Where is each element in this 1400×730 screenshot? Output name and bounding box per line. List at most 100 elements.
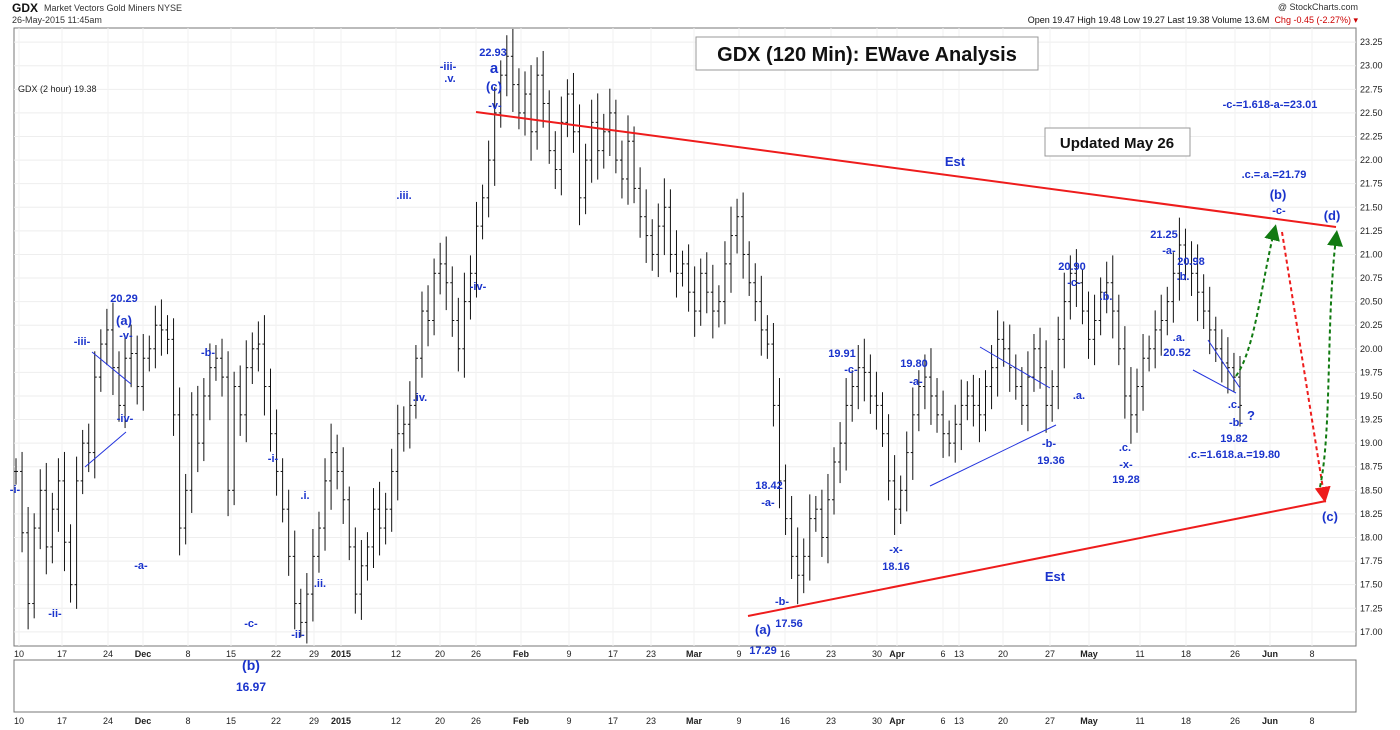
y-tick-label: 18.25 bbox=[1360, 509, 1383, 519]
x-tick-label: 29 bbox=[309, 649, 319, 659]
wave-label: (d) bbox=[1324, 208, 1341, 223]
y-tick-label: 18.50 bbox=[1360, 485, 1383, 495]
wave-label: -i- bbox=[10, 484, 21, 496]
x-axis: 10 17 24 Dec 8 15 22 29 2015 12 20 26 Feb 9 17 23 Mar 9 16… bbox=[14, 649, 1315, 659]
wave-label: 20.98 bbox=[1177, 256, 1205, 268]
wave-label: 18.16 bbox=[882, 561, 910, 573]
wave-label: -v- bbox=[488, 100, 502, 112]
x-tick-label: 20 bbox=[435, 716, 445, 726]
x-tick-label: 23 bbox=[646, 649, 656, 659]
wave-label: -a- bbox=[134, 560, 148, 572]
wave-label: -b- bbox=[1042, 438, 1056, 450]
wave-label: -x- bbox=[889, 544, 903, 556]
x-tick-label: 26 bbox=[1230, 716, 1240, 726]
x-tick-label: 17 bbox=[57, 716, 67, 726]
y-tick-label: 19.75 bbox=[1360, 367, 1383, 377]
wave-label: -b- bbox=[201, 347, 215, 359]
y-tick-label: 20.75 bbox=[1360, 273, 1383, 283]
x-tick-label: Apr bbox=[889, 716, 905, 726]
x-tick-label: Dec bbox=[135, 716, 152, 726]
y-tick-label: 21.50 bbox=[1360, 202, 1383, 212]
y-tick-label: 21.75 bbox=[1360, 179, 1383, 189]
chart-subtitle: Updated May 26 bbox=[1060, 135, 1174, 152]
wave-label: a bbox=[490, 60, 499, 77]
x-tick-label: 15 bbox=[226, 716, 236, 726]
x-tick-label: Mar bbox=[686, 649, 703, 659]
x-tick-label: 23 bbox=[826, 716, 836, 726]
y-tick-label: 17.25 bbox=[1360, 603, 1383, 613]
x-tick-label: 23 bbox=[646, 716, 656, 726]
symbol: GDX bbox=[12, 1, 39, 15]
wave-label: Est bbox=[1045, 569, 1066, 584]
wave-label: -c- bbox=[1067, 277, 1081, 289]
grid bbox=[14, 28, 1356, 646]
x-tick-label: 8 bbox=[185, 716, 190, 726]
wave-label: -x- bbox=[1119, 459, 1133, 471]
wave-label: 20.29 bbox=[110, 293, 138, 305]
y-tick-label: 23.00 bbox=[1360, 61, 1383, 71]
x-tick-label: 26 bbox=[471, 649, 481, 659]
x-tick-label: 30 bbox=[872, 716, 882, 726]
x-tick-label: 10 bbox=[14, 649, 24, 659]
x-tick-label: 6 bbox=[940, 716, 945, 726]
lower-channel-line bbox=[747, 500, 1327, 617]
triangle-line bbox=[979, 346, 1051, 389]
wave-label: .a. bbox=[1173, 332, 1185, 344]
wave-label: ? bbox=[1247, 408, 1255, 423]
y-tick-label: 17.75 bbox=[1360, 556, 1383, 566]
wave-label: -v- bbox=[119, 330, 133, 342]
wave-label: -ii- bbox=[291, 629, 305, 641]
triangle-line bbox=[1192, 369, 1237, 394]
triangle-line bbox=[84, 431, 127, 468]
x-tick-label: 9 bbox=[566, 649, 571, 659]
wave-label: 18.42 bbox=[755, 480, 783, 492]
x-tick-label: 13 bbox=[954, 649, 964, 659]
wave-label: -c- bbox=[244, 618, 258, 630]
wave-label: .iv. bbox=[413, 392, 427, 404]
volume-frame bbox=[13, 659, 1357, 713]
chart-title: GDX (120 Min): EWave Analysis bbox=[717, 44, 1017, 66]
wave-label: -ii- bbox=[48, 608, 62, 620]
x-tick-label: 26 bbox=[471, 716, 481, 726]
x-tick-label: 6 bbox=[940, 649, 945, 659]
x-tick-label: 9 bbox=[566, 716, 571, 726]
x-tick-label: 27 bbox=[1045, 716, 1055, 726]
quote-change: Chg -0.45 (-2.27%) ▾ bbox=[1274, 15, 1358, 25]
x-tick-label: 8 bbox=[1309, 649, 1314, 659]
wave-label: Est bbox=[945, 154, 966, 169]
x-tick-label: 11 bbox=[1135, 649, 1144, 659]
credit: @ StockCharts.com bbox=[1277, 2, 1358, 12]
x-tick-label: 20 bbox=[998, 649, 1008, 659]
x-tick-label: 24 bbox=[103, 716, 113, 726]
x-tick-label: Feb bbox=[513, 649, 530, 659]
y-tick-label: 19.25 bbox=[1360, 415, 1383, 425]
wave-label: (b) bbox=[1270, 187, 1287, 202]
x-tick-label: May bbox=[1080, 716, 1098, 726]
wave-label: -a- bbox=[1162, 245, 1176, 257]
wave-label: 17.56 bbox=[775, 618, 803, 630]
x-tick-label: 20 bbox=[435, 649, 445, 659]
wave-label: 19.36 bbox=[1037, 455, 1065, 467]
wave-label: -iii- bbox=[440, 61, 457, 73]
y-tick-label: 22.50 bbox=[1360, 108, 1383, 118]
projection-down-arrow bbox=[1281, 231, 1331, 503]
x-tick-label: 23 bbox=[826, 649, 836, 659]
security-name: Market Vectors Gold Miners NYSE bbox=[44, 3, 183, 13]
wave-label: -a- bbox=[761, 497, 775, 509]
y-tick-label: 23.25 bbox=[1360, 37, 1383, 47]
y-tick-label: 18.00 bbox=[1360, 532, 1383, 542]
quote-line: Open 19.47 High 19.48 Low 19.27 Last 19.… bbox=[1028, 15, 1358, 26]
upper-channel-line bbox=[475, 111, 1337, 228]
wave-label: .c. bbox=[1119, 442, 1131, 454]
subtitle-box: Updated May 26 bbox=[1044, 127, 1191, 157]
wave-label: -b- bbox=[1229, 417, 1243, 429]
x-tick-label: 12 bbox=[391, 649, 401, 659]
x-tick-label: Apr bbox=[889, 649, 905, 659]
wave-label: .c.=1.618.a.=19.80 bbox=[1188, 449, 1280, 461]
y-tick-label: 19.00 bbox=[1360, 438, 1383, 448]
wave-label: .v. bbox=[444, 73, 455, 85]
projection-up-arrow bbox=[1235, 224, 1280, 377]
x-tick-label: 16 bbox=[780, 649, 790, 659]
x-tick-label: 27 bbox=[1045, 649, 1055, 659]
